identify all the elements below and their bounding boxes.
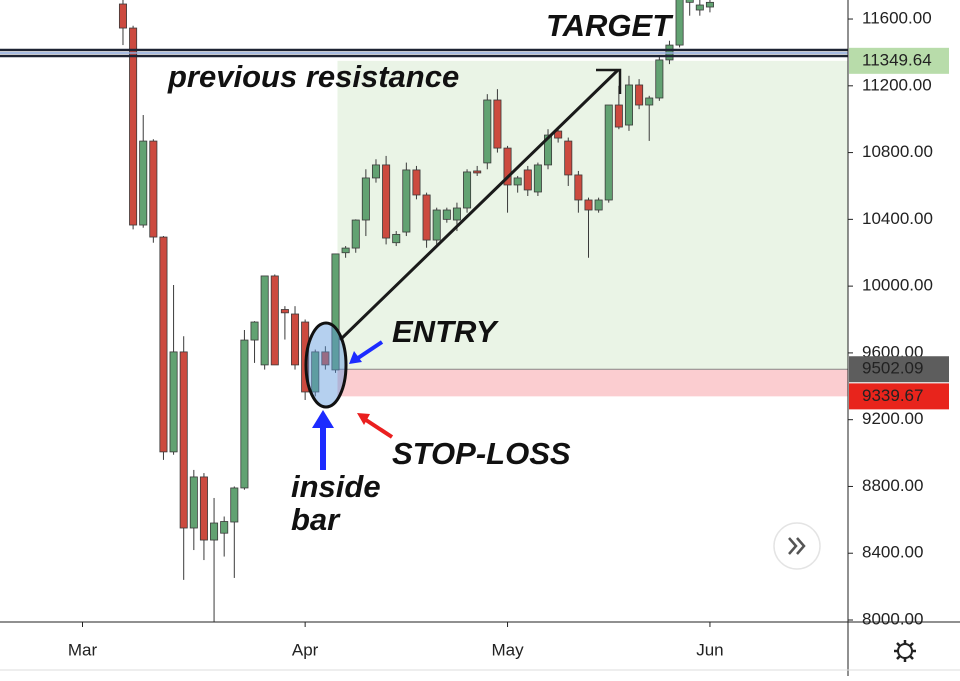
candle-body <box>513 177 522 186</box>
annotation: inside <box>291 469 381 504</box>
candle-body <box>321 351 330 366</box>
stop-arrow <box>364 418 394 439</box>
candle-body <box>179 351 188 529</box>
candle-body <box>250 321 259 341</box>
candle-body <box>533 164 542 193</box>
y-axis: 8000.008400.008800.009200.009600.0010000… <box>848 9 933 628</box>
candle-body <box>564 140 573 176</box>
candle-body <box>412 169 421 196</box>
candle-body <box>149 140 158 238</box>
candle-body <box>159 236 168 453</box>
y-tick-label: 9200.00 <box>862 409 923 428</box>
inside-bar-highlight <box>304 321 348 409</box>
candle-body <box>614 104 623 128</box>
candle-body <box>311 351 320 393</box>
entry-arrow <box>356 340 384 360</box>
candle-body <box>452 207 461 221</box>
candle-body <box>331 253 340 371</box>
candle-body <box>503 147 512 186</box>
candle-body <box>463 171 472 209</box>
x-tick-label: Mar <box>68 640 98 659</box>
candle-body <box>382 164 391 239</box>
candle-body <box>230 487 239 523</box>
candle-body <box>695 4 704 11</box>
candle-body <box>341 247 350 254</box>
candle-body <box>624 84 633 126</box>
candle-body <box>280 309 289 314</box>
candle-body <box>584 199 593 211</box>
candle-body <box>169 351 178 453</box>
stop-arrow-head <box>357 413 370 425</box>
candle-body <box>260 275 269 366</box>
y-tick-label: 8400.00 <box>862 543 923 562</box>
y-tick-label: 8800.00 <box>862 476 923 495</box>
price-level-label: 9502.09 <box>862 359 923 378</box>
candle-body <box>402 169 411 233</box>
x-axis: Mar Apr May Jun <box>68 622 724 659</box>
candle-body <box>645 97 654 106</box>
candle-body <box>604 104 613 201</box>
entry-arrow-head <box>349 351 362 364</box>
candle-body <box>129 27 138 226</box>
trend-arrow <box>338 68 620 342</box>
candle-body <box>544 134 553 166</box>
candle-body <box>442 209 451 220</box>
candle-body <box>635 84 644 106</box>
candle-body <box>574 174 583 201</box>
candle-body <box>655 59 664 99</box>
candle-body <box>240 339 249 489</box>
candle-body <box>473 170 482 174</box>
loss-zone <box>337 369 848 397</box>
price-levels: 11349.64 9502.09 9339.67 <box>849 47 949 410</box>
price-level-tag <box>849 356 949 383</box>
x-tick-label: May <box>491 640 524 659</box>
candle-body <box>432 209 441 241</box>
annotation: previous resistance <box>167 59 459 94</box>
candle-body <box>685 0 694 3</box>
candle-body <box>270 275 279 366</box>
annotation: TARGET <box>546 8 674 43</box>
y-tick-label: 8000.00 <box>862 609 923 628</box>
settings-button[interactable] <box>894 640 916 662</box>
y-tick-label: 10800.00 <box>862 142 933 161</box>
candle-body <box>422 194 431 241</box>
trend-arrow-head <box>596 68 622 94</box>
price-level-label: 9339.67 <box>862 386 923 405</box>
candle-body <box>705 1 714 8</box>
candle-body <box>523 169 532 191</box>
candle-body <box>351 219 360 249</box>
candle-body <box>371 164 380 179</box>
candle-body <box>493 99 502 149</box>
x-tick-label: Jun <box>696 640 723 659</box>
annotation: bar <box>291 502 341 537</box>
y-tick-label: 10000.00 <box>862 276 933 295</box>
candle-body <box>554 130 563 139</box>
candle-body <box>392 233 401 244</box>
x-tick-label: Apr <box>292 640 319 659</box>
candle-body <box>118 3 127 29</box>
candle-body <box>675 0 684 46</box>
candle-body <box>361 177 370 221</box>
candle-body <box>594 199 603 211</box>
candle-body <box>291 313 300 366</box>
candle-body <box>210 522 219 541</box>
candle-body <box>199 476 208 541</box>
scroll-button[interactable] <box>773 522 821 570</box>
price-level-tag <box>849 383 949 410</box>
price-level-tag <box>849 47 949 74</box>
annotation: ENTRY <box>392 314 500 349</box>
candle-body <box>483 99 492 164</box>
price-level-label: 11349.64 <box>862 50 932 69</box>
candle-body <box>189 476 198 529</box>
y-tick-label: 10400.00 <box>862 209 933 228</box>
candle-body <box>220 521 229 534</box>
blue-arrow-head <box>312 410 334 428</box>
annotation: STOP-LOSS <box>392 436 571 471</box>
y-tick-label: 11600.00 <box>862 9 932 28</box>
y-tick-label: 11200.00 <box>862 75 932 94</box>
candle-body <box>139 140 148 226</box>
